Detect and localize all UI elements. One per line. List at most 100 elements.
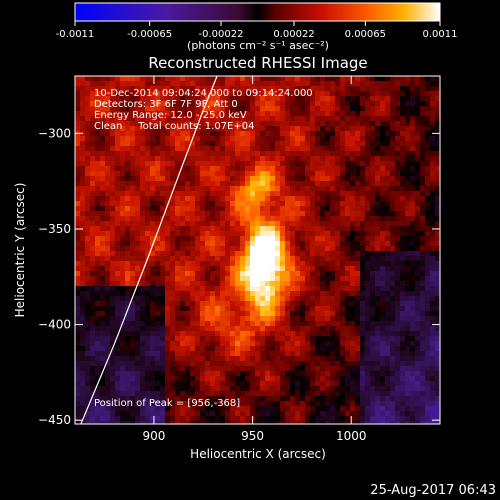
heatmap-cell bbox=[425, 276, 431, 282]
heatmap-cell bbox=[230, 271, 236, 277]
heatmap-cell bbox=[280, 96, 286, 102]
heatmap-cell bbox=[190, 416, 196, 422]
heatmap-cell bbox=[285, 306, 291, 312]
heatmap-cell bbox=[275, 216, 281, 222]
heatmap-cell bbox=[195, 411, 201, 417]
heatmap-cell bbox=[175, 301, 181, 307]
heatmap-cell bbox=[180, 386, 186, 392]
heatmap-cell bbox=[210, 371, 216, 377]
heatmap-cell bbox=[370, 301, 376, 307]
heatmap-cell bbox=[300, 226, 306, 232]
heatmap-cell bbox=[290, 306, 296, 312]
heatmap-cell bbox=[200, 376, 206, 382]
heatmap-cell bbox=[140, 341, 146, 347]
heatmap-cell bbox=[410, 346, 416, 352]
heatmap-cell bbox=[350, 386, 356, 392]
heatmap-cell bbox=[420, 151, 426, 157]
heatmap-cell bbox=[185, 246, 191, 252]
heatmap-cell bbox=[240, 146, 246, 152]
heatmap-cell bbox=[185, 321, 191, 327]
heatmap-cell bbox=[105, 236, 111, 242]
heatmap-cell bbox=[375, 296, 381, 302]
heatmap-cell bbox=[135, 296, 141, 302]
heatmap-cell bbox=[245, 371, 251, 377]
heatmap-cell bbox=[360, 361, 366, 367]
heatmap-cell bbox=[85, 261, 91, 267]
heatmap-cell bbox=[295, 81, 301, 87]
heatmap-cell bbox=[155, 101, 161, 107]
heatmap-cell bbox=[270, 106, 276, 112]
heatmap-cell bbox=[320, 416, 326, 422]
heatmap-cell bbox=[350, 81, 356, 87]
heatmap-cell bbox=[150, 296, 156, 302]
heatmap-cell bbox=[290, 371, 296, 377]
heatmap-cell bbox=[200, 81, 206, 87]
heatmap-cell bbox=[355, 366, 361, 372]
heatmap-cell bbox=[420, 221, 426, 227]
heatmap-cell bbox=[185, 276, 191, 282]
heatmap-cell bbox=[95, 101, 101, 107]
heatmap-cell bbox=[150, 216, 156, 222]
heatmap-cell bbox=[195, 106, 201, 112]
heatmap-cell bbox=[350, 161, 356, 167]
heatmap-cell bbox=[160, 191, 166, 197]
heatmap-cell bbox=[420, 121, 426, 127]
heatmap-cell bbox=[265, 286, 271, 292]
heatmap-cell bbox=[240, 351, 246, 357]
heatmap-cell bbox=[310, 136, 316, 142]
heatmap-cell bbox=[325, 366, 331, 372]
heatmap-cell bbox=[330, 106, 336, 112]
heatmap-cell bbox=[225, 171, 231, 177]
heatmap-cell bbox=[155, 391, 161, 397]
heatmap-cell bbox=[155, 201, 161, 207]
heatmap-cell bbox=[150, 131, 156, 137]
heatmap-cell bbox=[275, 221, 281, 227]
heatmap-cell bbox=[310, 336, 316, 342]
heatmap-cell bbox=[330, 396, 336, 402]
heatmap-cell bbox=[195, 406, 201, 412]
heatmap-cell bbox=[150, 326, 156, 332]
heatmap-cell bbox=[355, 91, 361, 97]
heatmap-cell bbox=[340, 81, 346, 87]
heatmap-cell bbox=[270, 136, 276, 142]
heatmap-cell bbox=[160, 81, 166, 87]
heatmap-cell bbox=[205, 256, 211, 262]
heatmap-cell bbox=[280, 386, 286, 392]
heatmap-cell bbox=[200, 331, 206, 337]
heatmap-cell bbox=[360, 306, 366, 312]
heatmap-cell bbox=[265, 261, 271, 267]
heatmap-cell bbox=[340, 391, 346, 397]
heatmap-cell bbox=[355, 371, 361, 377]
heatmap-cell bbox=[370, 346, 376, 352]
heatmap-cell bbox=[305, 386, 311, 392]
heatmap-cell bbox=[80, 196, 86, 202]
heatmap-cell bbox=[205, 206, 211, 212]
heatmap-cell bbox=[415, 361, 421, 367]
heatmap-cell bbox=[420, 291, 426, 297]
heatmap-cell bbox=[420, 76, 426, 82]
heatmap-cell bbox=[230, 91, 236, 97]
heatmap-cell bbox=[165, 421, 171, 424]
heatmap-cell bbox=[270, 291, 276, 297]
heatmap-cell bbox=[260, 81, 266, 87]
heatmap-cell bbox=[150, 376, 156, 382]
heatmap-cell bbox=[390, 156, 396, 162]
heatmap-cell bbox=[345, 331, 351, 337]
heatmap-cell bbox=[360, 156, 366, 162]
heatmap-cell bbox=[275, 91, 281, 97]
heatmap-cell bbox=[340, 301, 346, 307]
heatmap-cell bbox=[390, 351, 396, 357]
heatmap-cell bbox=[160, 286, 166, 292]
heatmap-cell bbox=[270, 411, 276, 417]
heatmap-cell bbox=[165, 321, 171, 327]
heatmap-cell bbox=[160, 236, 166, 242]
heatmap-cell bbox=[200, 121, 206, 127]
heatmap-cell bbox=[260, 216, 266, 222]
heatmap-cell bbox=[165, 306, 171, 312]
heatmap-cell bbox=[115, 306, 121, 312]
heatmap-cell bbox=[340, 256, 346, 262]
heatmap-cell bbox=[370, 146, 376, 152]
heatmap-cell bbox=[160, 76, 166, 82]
heatmap-cell bbox=[175, 401, 181, 407]
heatmap-cell bbox=[285, 206, 291, 212]
